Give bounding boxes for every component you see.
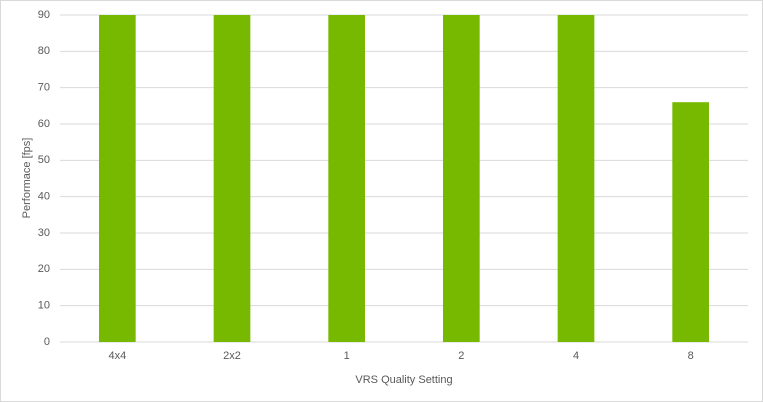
x-tick-label: 8 [688, 350, 694, 362]
y-tick-label: 70 [38, 82, 50, 94]
y-tick-label: 20 [38, 263, 50, 275]
y-tick-label: 50 [38, 154, 50, 166]
y-tick-label: 80 [38, 45, 50, 57]
y-axis-title: Performace [fps] [21, 138, 33, 219]
x-axis-title: VRS Quality Setting [355, 374, 452, 386]
x-tick-label: 2x2 [223, 350, 241, 362]
bar [672, 102, 710, 342]
bar [213, 15, 251, 342]
y-tick-label: 30 [38, 227, 50, 239]
y-tick-label: 40 [38, 191, 50, 203]
bar [328, 15, 366, 342]
y-tick-label: 10 [38, 300, 50, 312]
y-tick-label: 0 [44, 336, 50, 348]
y-tick-label: 60 [38, 118, 50, 130]
y-tick-label: 90 [38, 9, 50, 21]
bar [98, 15, 136, 342]
x-tick-label: 4x4 [108, 350, 126, 362]
bar [442, 15, 480, 342]
bar [557, 15, 595, 342]
x-tick-label: 1 [344, 350, 350, 362]
x-tick-label: 2 [458, 350, 464, 362]
x-tick-label: 4 [573, 350, 579, 362]
